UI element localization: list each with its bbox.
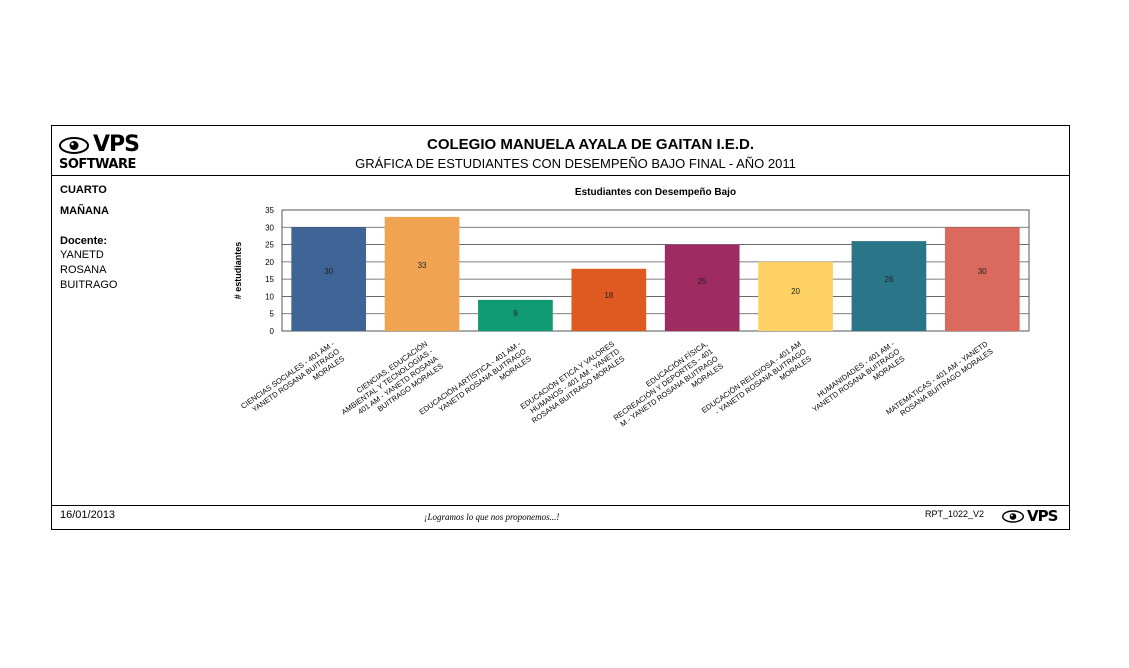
data-label: 26 [884, 275, 893, 284]
data-label: 20 [791, 287, 800, 296]
x-tick-label: EDUCACIÓN ARTÍSTICA - 401 AM -YANETD ROS… [417, 339, 533, 431]
bar [758, 261, 833, 331]
y-tick-label: 10 [265, 292, 274, 301]
report-date: 16/01/2013 [60, 509, 116, 521]
logo-subtext: SOFTWARE [59, 157, 136, 172]
header-divider [52, 175, 1069, 176]
bar [664, 244, 740, 331]
data-label: 18 [604, 291, 613, 300]
eye-icon [1002, 509, 1024, 523]
bar [571, 268, 647, 331]
bar [384, 216, 460, 331]
data-label: 30 [324, 267, 333, 276]
y-tick-label: 35 [265, 206, 274, 215]
bar-chart: Estudiantes con Desempeño Bajo 0 5 10 15 20 25… [233, 187, 1030, 437]
y-axis-label: # estudiantes [233, 242, 243, 300]
teacher-label: Docente: [60, 235, 108, 247]
logo-text: VPS [93, 132, 140, 157]
school-name: COLEGIO MANUELA AYALA DE GAITAN I.E.D. [427, 136, 754, 153]
y-tick-label: 25 [265, 241, 274, 250]
y-tick-label: 5 [270, 310, 275, 319]
teacher-name-line: ROSANA [60, 264, 107, 276]
report-subtitle: GRÁFICA DE ESTUDIANTES CON DESEMPEÑO BAJ… [355, 156, 796, 171]
x-tick-label: EDUCACIÓN FÍSICA,RECREACIÓN Y DEPORTES -… [607, 339, 725, 437]
bar [851, 241, 927, 331]
bar [478, 299, 553, 331]
logo-text-small: VPS [1027, 507, 1058, 525]
eye-icon [59, 136, 89, 154]
vps-logo-small: VPS [1002, 507, 1058, 525]
x-tick-label: MATEMÁTICAS - 401 AM - YANETDROSANA BUIT… [884, 339, 995, 424]
report-code: RPT_1022_V2 [925, 509, 985, 519]
y-tick-label: 30 [265, 223, 274, 232]
y-tick-label: 15 [265, 275, 274, 284]
data-label: 25 [698, 277, 707, 286]
x-tick-label: EDUCACIÓN RELIGIOSA - 401 AM- YANETD ROS… [700, 339, 813, 430]
chart-title: Estudiantes con Desempeño Bajo [575, 187, 736, 198]
bar [291, 227, 367, 331]
footer-divider [52, 505, 1069, 506]
x-tick-label: CIENCIAS SOCIALES - 401 AM -YANETD ROSAN… [239, 339, 346, 425]
report-frame: VPS SOFTWARE COLEGIO MANUELA AYALA DE GA… [51, 125, 1070, 530]
x-tick-label: CIENCIAS, EDUCACIÓNAMBIENTAL Y TECNOLOGÍ… [335, 339, 446, 431]
motto: ¡Logramos lo que nos proponemos...! [424, 512, 560, 522]
data-label: 9 [513, 309, 518, 318]
shift-label: MAÑANA [60, 205, 109, 217]
data-label: 30 [978, 267, 987, 276]
data-label: 33 [418, 261, 427, 270]
y-tick-label: 20 [265, 258, 274, 267]
teacher-name-line: YANETD [60, 249, 104, 261]
bar [944, 227, 1020, 331]
vps-logo: VPS [59, 132, 140, 157]
teacher-name-line: BUITRAGO [60, 279, 118, 291]
x-tick-label: EDUCACIÓN ETICA Y VALORESHUMANOS - 401 A… [519, 339, 627, 426]
y-tick-label: 0 [270, 327, 275, 336]
grade-label: CUARTO [60, 184, 107, 196]
